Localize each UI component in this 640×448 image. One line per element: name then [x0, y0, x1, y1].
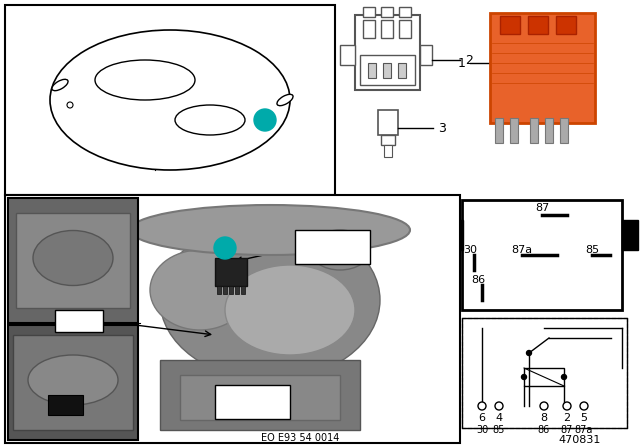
Text: 2: 2 [563, 413, 571, 423]
Circle shape [214, 237, 236, 259]
Bar [16, 213, 130, 308]
Ellipse shape [130, 205, 410, 255]
Text: X500: X500 [236, 404, 268, 414]
Circle shape [67, 102, 73, 108]
Text: 30: 30 [463, 245, 477, 255]
Bar [462, 200, 622, 310]
Text: 1: 1 [260, 113, 269, 126]
Bar [160, 360, 360, 430]
Bar [368, 63, 376, 78]
Bar [229, 286, 233, 294]
Bar [495, 118, 503, 143]
Text: 2: 2 [465, 53, 473, 66]
Ellipse shape [28, 355, 118, 405]
Circle shape [527, 350, 531, 356]
Bar [378, 110, 398, 135]
Ellipse shape [150, 250, 250, 330]
Bar [13, 335, 133, 430]
Bar [8, 325, 138, 440]
Text: X501: X501 [316, 249, 348, 259]
Text: 5: 5 [580, 413, 588, 423]
Bar [5, 5, 335, 195]
Bar [180, 375, 340, 420]
Text: K18363a: K18363a [225, 391, 279, 401]
Bar [381, 20, 393, 38]
Ellipse shape [33, 231, 113, 285]
Bar [556, 16, 576, 34]
Bar [363, 7, 375, 17]
Text: 470831: 470831 [559, 435, 601, 445]
Bar [462, 318, 627, 428]
Circle shape [561, 375, 566, 379]
Text: 8: 8 [540, 413, 548, 423]
Bar [420, 45, 432, 65]
Circle shape [580, 402, 588, 410]
Text: 3: 3 [438, 121, 446, 134]
Circle shape [540, 402, 548, 410]
Ellipse shape [95, 60, 195, 100]
Circle shape [254, 109, 276, 131]
Ellipse shape [52, 79, 68, 90]
Text: 85: 85 [493, 425, 505, 435]
Text: 30: 30 [476, 425, 488, 435]
Ellipse shape [310, 230, 370, 270]
Bar [524, 368, 564, 386]
Bar [215, 258, 247, 286]
Circle shape [522, 375, 527, 379]
Bar [490, 13, 595, 123]
Bar [355, 15, 420, 90]
Ellipse shape [50, 30, 290, 170]
Text: K18364a: K18364a [305, 236, 360, 246]
Text: 1: 1 [221, 241, 229, 254]
Bar [360, 55, 415, 85]
Circle shape [478, 402, 486, 410]
Bar [560, 118, 568, 143]
Ellipse shape [175, 105, 245, 135]
Circle shape [563, 402, 571, 410]
Circle shape [495, 402, 503, 410]
Bar [295, 230, 370, 264]
Text: 87a: 87a [575, 425, 593, 435]
Bar [381, 135, 395, 145]
Bar [217, 286, 221, 294]
Text: 85: 85 [585, 245, 599, 255]
Bar [528, 16, 548, 34]
Ellipse shape [225, 265, 355, 355]
Bar [447, 220, 463, 250]
Ellipse shape [277, 95, 293, 106]
Bar [363, 20, 375, 38]
Bar [215, 385, 290, 419]
Bar [399, 20, 411, 38]
Text: EO E93 54 0014: EO E93 54 0014 [261, 433, 339, 443]
Bar [510, 118, 518, 143]
Bar [398, 63, 406, 78]
Text: M101: M101 [62, 316, 96, 326]
Bar [384, 145, 392, 157]
Text: 1: 1 [458, 56, 466, 69]
Text: 86: 86 [471, 275, 485, 285]
Bar [235, 286, 239, 294]
Bar [340, 45, 355, 65]
Bar [530, 118, 538, 143]
Bar [381, 7, 393, 17]
Bar [241, 286, 245, 294]
Text: 87: 87 [535, 203, 549, 213]
Text: 6: 6 [479, 413, 486, 423]
Bar [500, 16, 520, 34]
Bar [383, 63, 391, 78]
Bar [5, 195, 460, 443]
Bar [399, 7, 411, 17]
Bar [223, 286, 227, 294]
Bar [622, 220, 638, 250]
Bar [8, 198, 138, 323]
Text: 87a: 87a [511, 245, 532, 255]
Bar [545, 118, 553, 143]
Text: 86: 86 [538, 425, 550, 435]
Bar [55, 310, 103, 332]
Ellipse shape [160, 220, 380, 380]
Text: 87: 87 [561, 425, 573, 435]
Text: 4: 4 [495, 413, 502, 423]
Bar [48, 395, 83, 415]
